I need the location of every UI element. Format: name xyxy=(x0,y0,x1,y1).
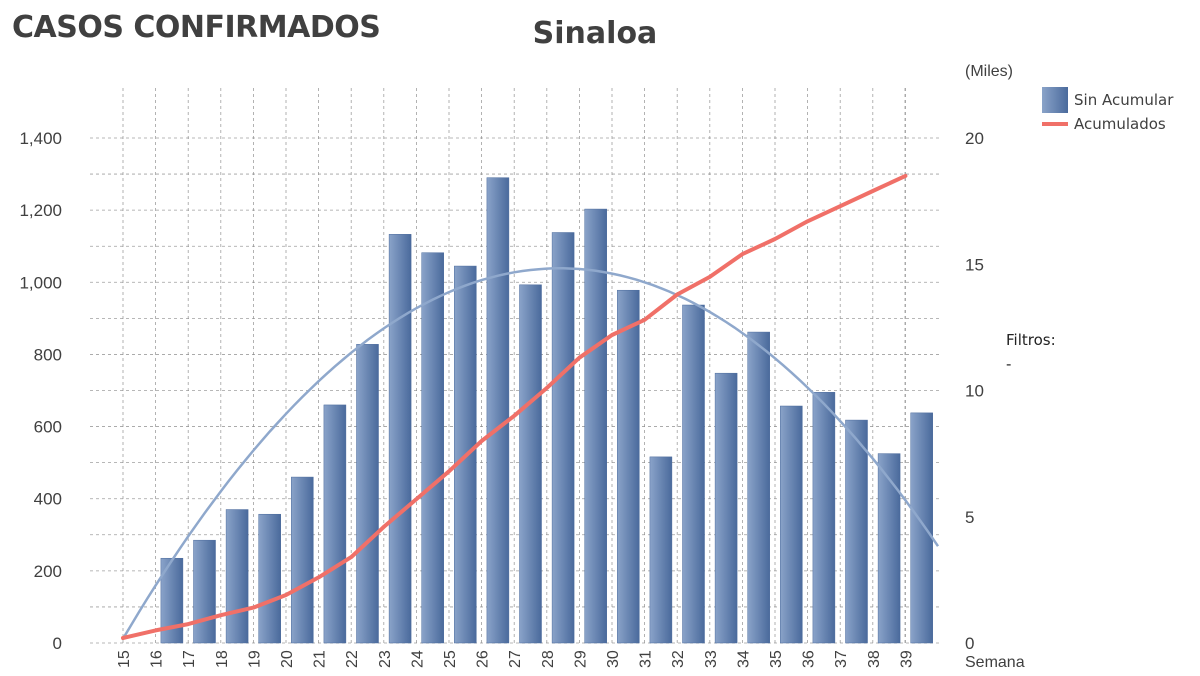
x-tick-label: 21 xyxy=(312,650,329,668)
cumulative-line-series xyxy=(121,173,908,640)
bar-series xyxy=(160,177,933,644)
y-tick-label: 0 xyxy=(53,634,62,653)
bar xyxy=(649,456,673,644)
y2-tick-label: 10 xyxy=(965,382,984,401)
y-tick-label: 800 xyxy=(34,345,62,364)
y-tick-label: 400 xyxy=(34,490,62,509)
filters-panel: Filtros: - xyxy=(1006,328,1056,376)
y-tick-label: 1,200 xyxy=(19,201,62,220)
legend-line-label: Acumulados xyxy=(1074,115,1166,133)
x-tick-label: 18 xyxy=(214,650,231,668)
x-tick-label: 30 xyxy=(605,650,622,668)
y2-tick-label: 0 xyxy=(965,634,974,653)
x-tick-label: 15 xyxy=(116,650,133,668)
legend-bar-swatch xyxy=(1042,87,1068,113)
y-tick-label: 600 xyxy=(34,418,62,437)
x-tick-label: 28 xyxy=(540,650,557,668)
y2-tick-label: 5 xyxy=(965,508,974,527)
bar xyxy=(193,539,216,644)
filters-label: Filtros: xyxy=(1006,331,1056,349)
bar xyxy=(486,177,510,644)
cumulative-line-path xyxy=(121,173,908,640)
bar xyxy=(551,232,575,644)
bar xyxy=(225,509,249,644)
x-tick-label: 31 xyxy=(638,650,655,668)
x-tick-label: 32 xyxy=(670,650,687,668)
x-tick-label: 19 xyxy=(246,650,263,668)
x-tick-label: 39 xyxy=(898,650,915,668)
page-title: CASOS CONFIRMADOS xyxy=(12,10,381,45)
y-tick-label: 200 xyxy=(34,562,62,581)
bar xyxy=(323,404,347,644)
x-tick-label: 23 xyxy=(377,650,394,668)
y-tick-label: 1,000 xyxy=(19,273,62,292)
x-tick-label: 24 xyxy=(409,650,426,668)
bar xyxy=(812,392,836,644)
bar xyxy=(388,234,412,644)
x-tick-label: 29 xyxy=(572,650,589,668)
bar xyxy=(845,419,868,644)
x-tick-label: 35 xyxy=(768,650,785,668)
x-tick-label: 34 xyxy=(735,650,752,668)
x-tick-label: 20 xyxy=(279,650,296,668)
grid-lines xyxy=(90,88,940,644)
bar xyxy=(682,304,705,644)
x-tick-label: 16 xyxy=(149,650,166,668)
bar xyxy=(714,372,738,644)
x-tick-label: 17 xyxy=(181,650,198,668)
x-tick-label: 25 xyxy=(442,650,459,668)
x-tick-label: 37 xyxy=(833,650,850,668)
legend-item-line: Acumulados xyxy=(1042,112,1173,136)
x-axis-label: Semana xyxy=(965,654,1025,671)
bar xyxy=(421,252,444,644)
x-tick-label: 22 xyxy=(344,650,361,668)
bar xyxy=(780,405,803,644)
bar xyxy=(877,453,901,644)
bar xyxy=(356,344,379,644)
x-tick-label: 38 xyxy=(866,650,883,668)
y2-axis-label: (Miles) xyxy=(965,63,1013,80)
bar xyxy=(910,412,933,644)
bar xyxy=(258,513,281,644)
x-tick-label: 36 xyxy=(801,650,818,668)
legend: Sin Acumular Acumulados xyxy=(1042,87,1174,136)
bar xyxy=(291,476,314,644)
y2-tick-label: 15 xyxy=(965,255,984,274)
bar xyxy=(519,284,542,644)
x-tick-label: 33 xyxy=(703,650,720,668)
chart-title: Sinaloa xyxy=(532,16,658,51)
filters-value: - xyxy=(1006,355,1012,373)
bar xyxy=(617,289,640,644)
x-tick-label: 27 xyxy=(507,650,524,668)
axes: (Miles) Semana 02004006008001,0001,2001,… xyxy=(19,63,1024,671)
y2-tick-label: 20 xyxy=(965,129,984,148)
legend-item-bars: Sin Acumular xyxy=(1042,87,1174,113)
y-tick-label: 1,400 xyxy=(19,129,62,148)
legend-bar-label: Sin Acumular xyxy=(1074,91,1174,109)
trend-curve-path xyxy=(121,267,940,640)
legend-line-swatch xyxy=(1042,122,1068,126)
trend-curve xyxy=(121,267,940,640)
x-tick-label: 26 xyxy=(475,650,492,668)
bar xyxy=(747,331,770,644)
bar xyxy=(584,208,607,644)
